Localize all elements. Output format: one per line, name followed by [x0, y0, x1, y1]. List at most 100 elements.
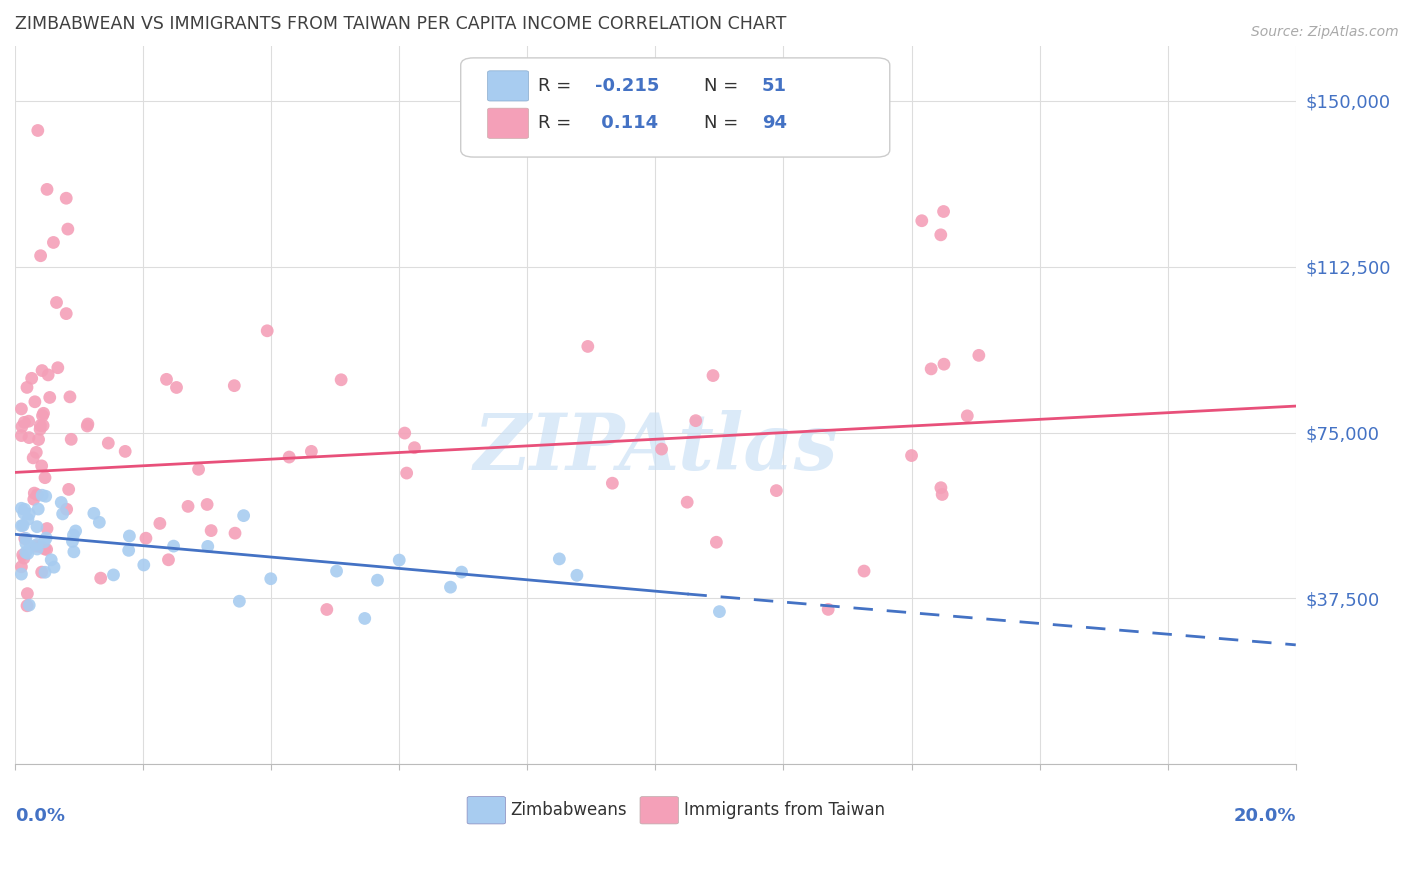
- Text: ZIMBABWEAN VS IMMIGRANTS FROM TAIWAN PER CAPITA INCOME CORRELATION CHART: ZIMBABWEAN VS IMMIGRANTS FROM TAIWAN PER…: [15, 15, 786, 33]
- Point: [63, 545, 86, 559]
- Text: 94: 94: [762, 114, 787, 132]
- Point: [34, 542, 56, 557]
- Point: [967, 348, 990, 362]
- Point: [548, 552, 571, 566]
- Point: [929, 227, 952, 242]
- Point: [46, 360, 69, 375]
- Point: [920, 362, 942, 376]
- Point: [42, 560, 65, 574]
- Text: 0.0%: 0.0%: [15, 807, 65, 825]
- Point: [149, 516, 172, 531]
- Point: [10, 567, 32, 582]
- Point: [21, 371, 44, 385]
- Point: [62, 534, 84, 549]
- Point: [685, 414, 707, 428]
- Point: [103, 568, 125, 582]
- Point: [932, 357, 955, 371]
- Point: [14, 502, 37, 516]
- Point: [27, 433, 49, 447]
- Point: [13, 506, 35, 520]
- Point: [34, 566, 56, 580]
- Point: [900, 449, 922, 463]
- Point: [31, 565, 53, 579]
- Point: [565, 568, 588, 582]
- Point: [62, 528, 84, 542]
- Point: [157, 553, 180, 567]
- Point: [35, 522, 58, 536]
- Point: [25, 537, 48, 551]
- Point: [177, 500, 200, 514]
- Point: [27, 123, 49, 137]
- Point: [45, 295, 67, 310]
- Point: [932, 204, 955, 219]
- Point: [602, 476, 624, 491]
- Point: [31, 488, 53, 502]
- Point: [450, 565, 472, 579]
- Point: [32, 418, 55, 433]
- Point: [353, 611, 375, 625]
- Point: [24, 394, 46, 409]
- Point: [299, 444, 322, 458]
- Point: [55, 502, 77, 516]
- Point: [14, 532, 37, 546]
- Point: [166, 380, 188, 394]
- Point: [14, 536, 37, 550]
- Point: [929, 481, 952, 495]
- Point: [25, 519, 48, 533]
- Point: [17, 512, 39, 526]
- Point: [10, 401, 32, 416]
- Point: [330, 373, 353, 387]
- Point: [325, 564, 347, 578]
- Point: [76, 419, 98, 434]
- Point: [32, 534, 55, 549]
- Point: [232, 508, 254, 523]
- Text: R =: R =: [537, 114, 576, 132]
- Point: [195, 498, 218, 512]
- Point: [315, 602, 337, 616]
- Point: [15, 380, 38, 394]
- Point: [18, 598, 41, 612]
- Point: [676, 495, 699, 509]
- Point: [702, 368, 724, 383]
- Point: [39, 553, 62, 567]
- Point: [956, 409, 979, 423]
- Point: [34, 471, 56, 485]
- Point: [224, 526, 246, 541]
- Point: [817, 602, 839, 616]
- Point: [31, 409, 53, 423]
- FancyBboxPatch shape: [461, 58, 890, 157]
- Point: [853, 564, 876, 578]
- Point: [89, 516, 111, 530]
- Text: 0.114: 0.114: [595, 114, 658, 132]
- Point: [65, 524, 87, 538]
- Point: [37, 368, 59, 382]
- Point: [35, 531, 58, 545]
- Text: ZIPAtlas: ZIPAtlas: [474, 409, 838, 486]
- Point: [35, 489, 58, 503]
- Point: [30, 418, 52, 433]
- Point: [42, 235, 65, 250]
- FancyBboxPatch shape: [488, 108, 529, 138]
- FancyBboxPatch shape: [640, 797, 679, 824]
- Point: [706, 535, 728, 549]
- Point: [395, 466, 418, 480]
- Point: [31, 363, 53, 377]
- Point: [22, 450, 45, 465]
- Point: [118, 543, 141, 558]
- Point: [38, 391, 60, 405]
- Point: [394, 426, 416, 441]
- FancyBboxPatch shape: [488, 70, 529, 101]
- Point: [52, 507, 75, 521]
- Text: Source: ZipAtlas.com: Source: ZipAtlas.com: [1251, 25, 1399, 39]
- Point: [35, 182, 58, 196]
- Point: [60, 433, 83, 447]
- Point: [20, 539, 42, 553]
- Point: [18, 431, 41, 445]
- Point: [17, 546, 39, 560]
- Point: [228, 594, 250, 608]
- Point: [911, 213, 934, 227]
- Text: N =: N =: [704, 77, 744, 95]
- Point: [439, 580, 461, 594]
- Point: [55, 307, 77, 321]
- Point: [97, 436, 120, 450]
